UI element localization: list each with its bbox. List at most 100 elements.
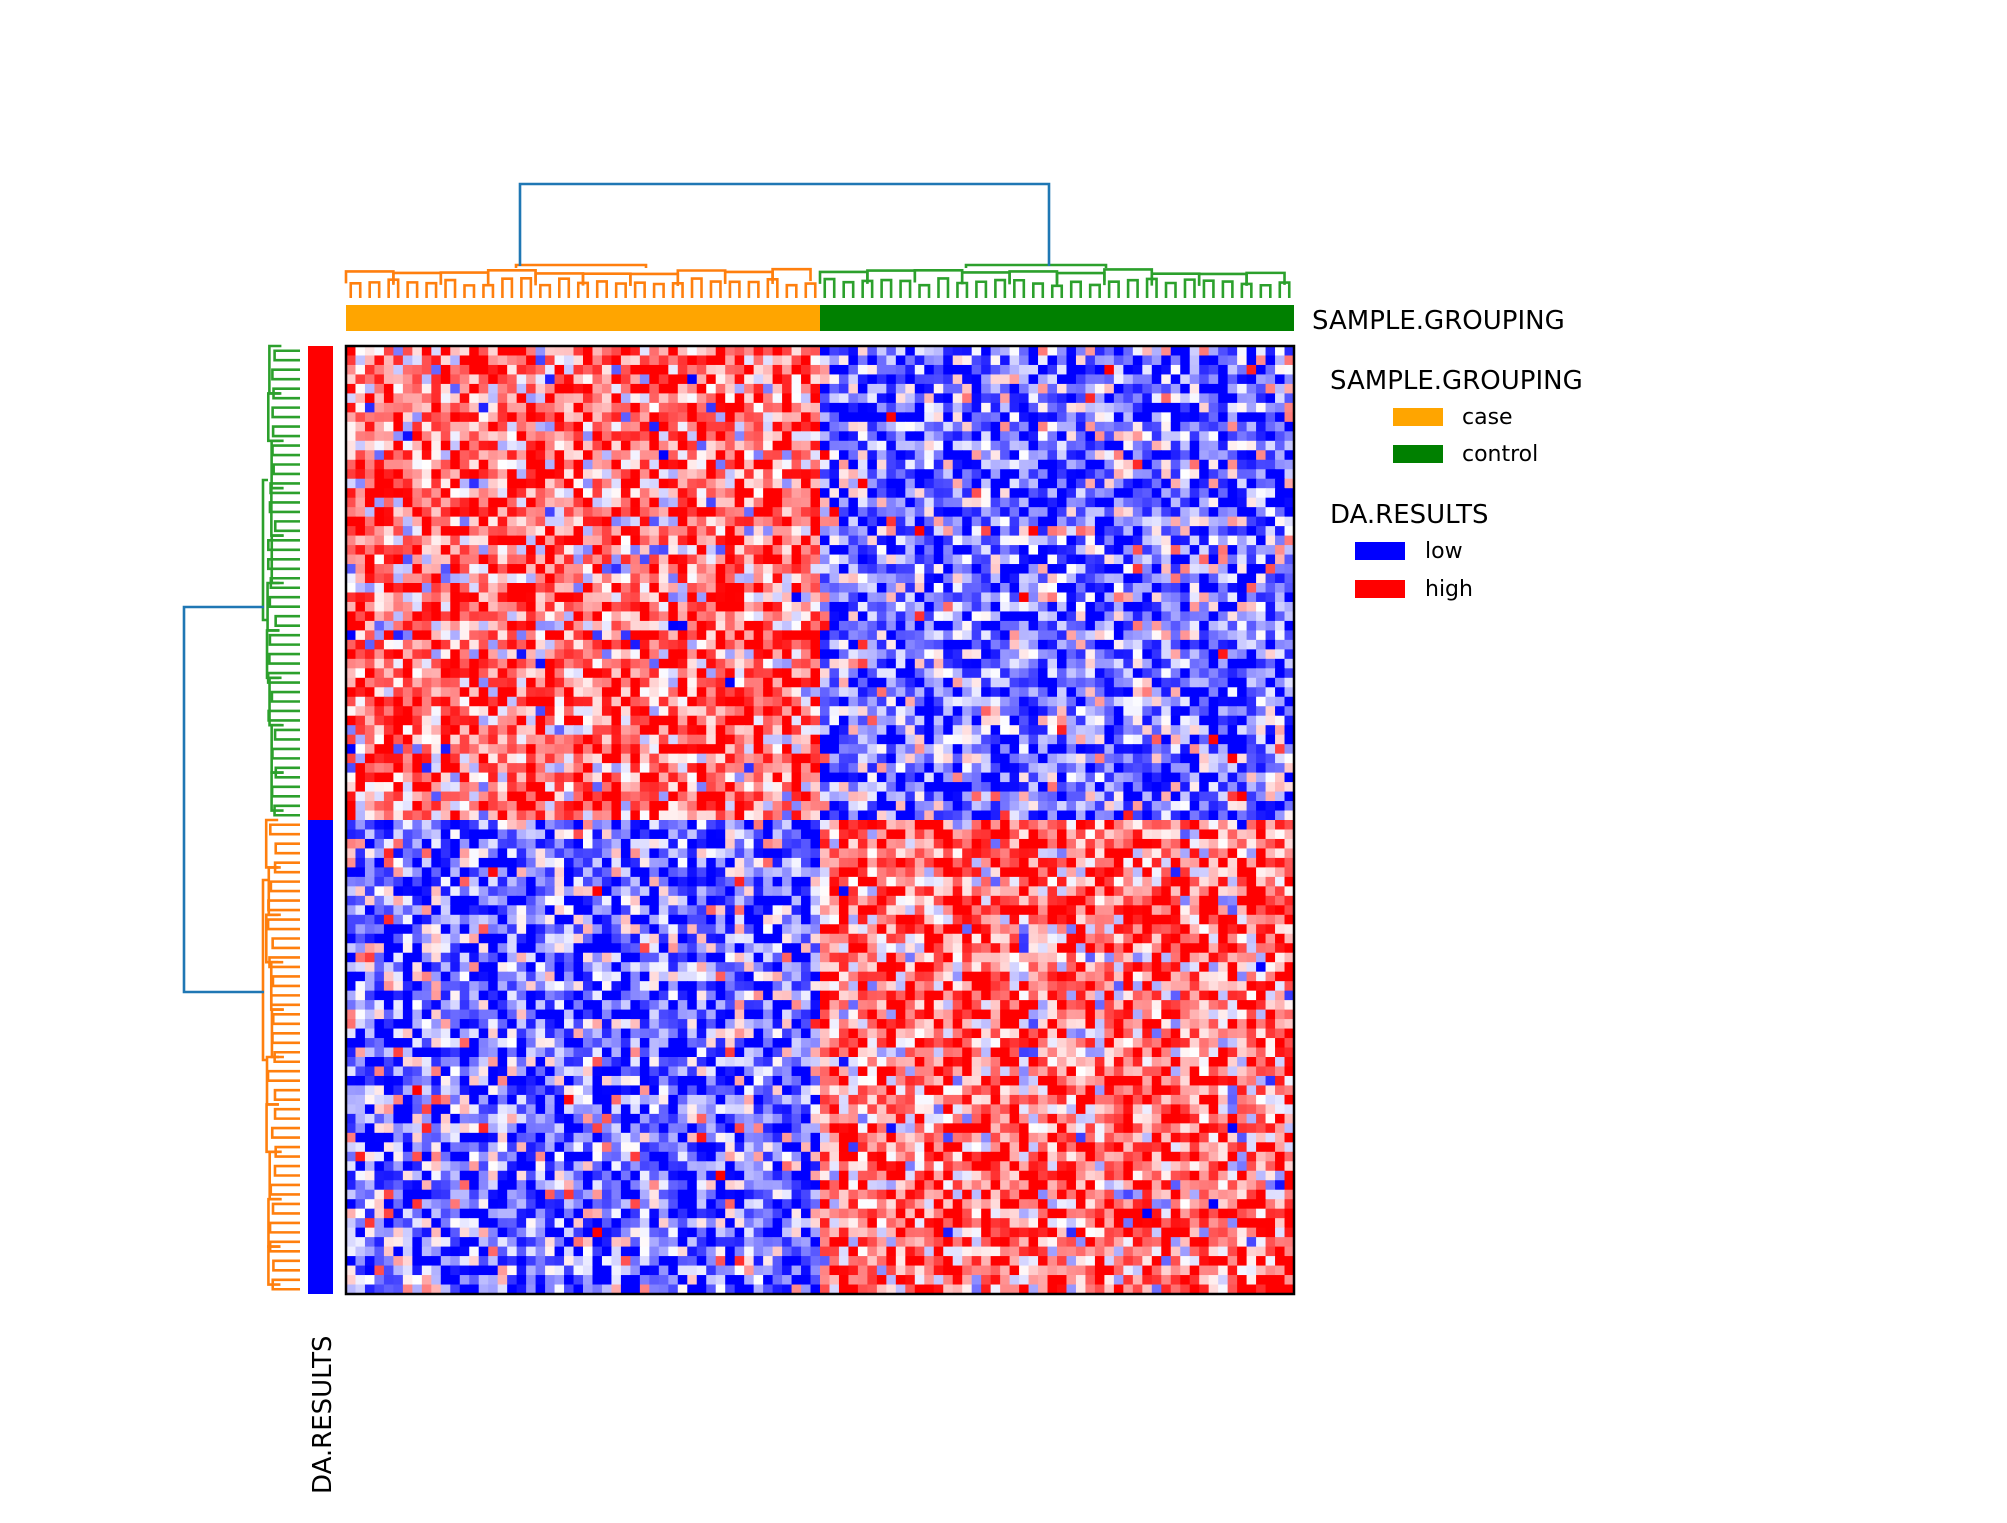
heatmap-cell (620, 478, 631, 489)
heatmap-cell (1085, 488, 1096, 499)
heatmap-cell (1009, 383, 1020, 394)
heatmap-cell (1057, 715, 1067, 726)
heatmap-cell (355, 374, 366, 385)
heatmap-cell (1075, 620, 1086, 631)
heatmap-cell (876, 526, 887, 537)
heatmap-cell (801, 507, 812, 518)
heatmap-cell (696, 630, 707, 641)
heatmap-cell (507, 402, 518, 413)
heatmap-cell (639, 507, 650, 518)
heatmap-cell (1180, 573, 1191, 584)
heatmap-cell (696, 507, 707, 518)
heatmap-cell (1075, 677, 1086, 688)
heatmap-cell (1189, 374, 1200, 385)
heatmap-cell (1256, 431, 1267, 442)
heatmap-cell (857, 639, 868, 650)
heatmap-cell (374, 412, 385, 423)
heatmap-cell (962, 573, 973, 584)
heatmap-cell (1142, 469, 1153, 480)
heatmap-cell (1256, 668, 1267, 679)
heatmap-cell (696, 715, 707, 726)
heatmap-cell (1142, 592, 1153, 603)
heatmap-cell (895, 583, 906, 593)
heatmap-cell (564, 564, 575, 575)
heatmap-cell (1256, 412, 1267, 423)
heatmap-cell (734, 725, 745, 736)
heatmap-cell (687, 478, 698, 489)
heatmap-cell (592, 573, 603, 584)
heatmap-cell (801, 601, 812, 612)
heatmap-cell (772, 696, 783, 707)
heatmap-cell (469, 355, 480, 366)
heatmap-cell (1028, 725, 1039, 736)
heatmap-cell (346, 573, 356, 584)
heatmap-cell (374, 611, 385, 622)
heatmap-cell (876, 611, 887, 622)
heatmap-cell (402, 630, 413, 641)
heatmap-cell (801, 364, 812, 375)
heatmap-cell (1057, 734, 1067, 745)
heatmap-cell (592, 744, 603, 755)
heatmap-cell (478, 374, 489, 385)
heatmap-cell (914, 611, 925, 622)
heatmap-cell (374, 374, 385, 385)
heatmap-cell (1275, 763, 1286, 774)
heatmap-cell (383, 687, 394, 698)
heatmap-cell (364, 497, 375, 508)
heatmap-cell (1132, 383, 1143, 394)
heatmap-cell (393, 402, 404, 413)
heatmap-cell (952, 668, 963, 679)
heatmap-cell (744, 772, 755, 783)
heatmap-cell (1075, 573, 1086, 584)
heatmap-cell (1085, 516, 1096, 527)
heatmap-cell (383, 383, 394, 394)
heatmap-cell (1246, 630, 1257, 641)
heatmap-cell (383, 668, 394, 679)
heatmap-cell (516, 620, 527, 631)
heatmap-cell (459, 459, 470, 470)
heatmap-cell (488, 715, 499, 726)
heatmap-cell (867, 440, 878, 451)
heatmap-cell (895, 677, 906, 688)
heatmap-cell (535, 364, 546, 375)
heatmap-cell (374, 573, 385, 584)
heatmap-cell (583, 450, 593, 461)
heatmap-cell (943, 639, 954, 650)
heatmap-cell (364, 658, 375, 669)
heatmap-cell (374, 801, 385, 812)
heatmap-cell (981, 611, 992, 622)
heatmap-cell (611, 630, 622, 641)
heatmap-cell (677, 554, 688, 565)
heatmap-cell (782, 507, 793, 518)
heatmap-cell (346, 497, 356, 508)
heatmap-cell (374, 478, 385, 489)
heatmap-cell (971, 450, 982, 461)
heatmap-cell (459, 782, 470, 793)
dendrogram-branch (274, 614, 300, 627)
heatmap-cell (706, 583, 717, 593)
heatmap-cell (412, 383, 423, 394)
heatmap-cell (867, 734, 878, 745)
heatmap-cell (383, 497, 394, 508)
heatmap-cell (763, 346, 774, 356)
heatmap-cell (440, 497, 451, 508)
heatmap-cell (630, 725, 641, 736)
heatmap-cell (1284, 469, 1295, 480)
heatmap-cell (1028, 639, 1039, 650)
heatmap-cell (1246, 421, 1257, 432)
heatmap-cell (810, 516, 821, 527)
heatmap-cell (1275, 639, 1286, 650)
heatmap-cell (355, 383, 366, 394)
heatmap-cell (801, 592, 812, 603)
heatmap-cell (895, 346, 906, 356)
heatmap-cell (526, 431, 537, 442)
heatmap-cell (791, 573, 802, 584)
heatmap-cell (687, 516, 698, 527)
heatmap-cell (1218, 526, 1229, 537)
heatmap-cell (516, 725, 527, 736)
heatmap-cell (393, 346, 404, 356)
heatmap-cell (971, 507, 982, 518)
heatmap-cell (412, 725, 423, 736)
heatmap-cell (924, 601, 935, 612)
heatmap-cell (962, 554, 973, 565)
